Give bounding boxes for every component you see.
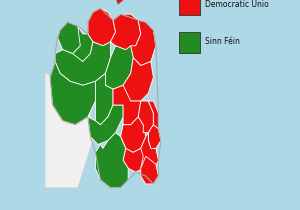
Polygon shape bbox=[88, 105, 123, 144]
Polygon shape bbox=[110, 14, 141, 50]
Polygon shape bbox=[131, 20, 156, 66]
Bar bbox=[179, 0, 200, 15]
Polygon shape bbox=[55, 42, 110, 85]
Polygon shape bbox=[113, 85, 141, 125]
Polygon shape bbox=[45, 71, 93, 198]
Polygon shape bbox=[88, 8, 116, 46]
Text: Sinn Féin: Sinn Féin bbox=[205, 38, 239, 46]
Text: Democratic Unio: Democratic Unio bbox=[205, 0, 268, 9]
Polygon shape bbox=[95, 74, 113, 125]
Polygon shape bbox=[73, 26, 93, 62]
Polygon shape bbox=[123, 58, 153, 101]
Polygon shape bbox=[110, 133, 126, 160]
Polygon shape bbox=[106, 46, 133, 89]
Polygon shape bbox=[138, 101, 153, 133]
Polygon shape bbox=[148, 101, 158, 129]
Polygon shape bbox=[141, 133, 158, 176]
Polygon shape bbox=[95, 133, 128, 188]
Polygon shape bbox=[123, 148, 146, 172]
Polygon shape bbox=[141, 156, 158, 184]
Polygon shape bbox=[148, 125, 161, 148]
Polygon shape bbox=[116, 0, 123, 4]
Polygon shape bbox=[50, 62, 95, 125]
Polygon shape bbox=[58, 22, 83, 54]
Polygon shape bbox=[121, 117, 146, 152]
Bar bbox=[179, 32, 200, 52]
